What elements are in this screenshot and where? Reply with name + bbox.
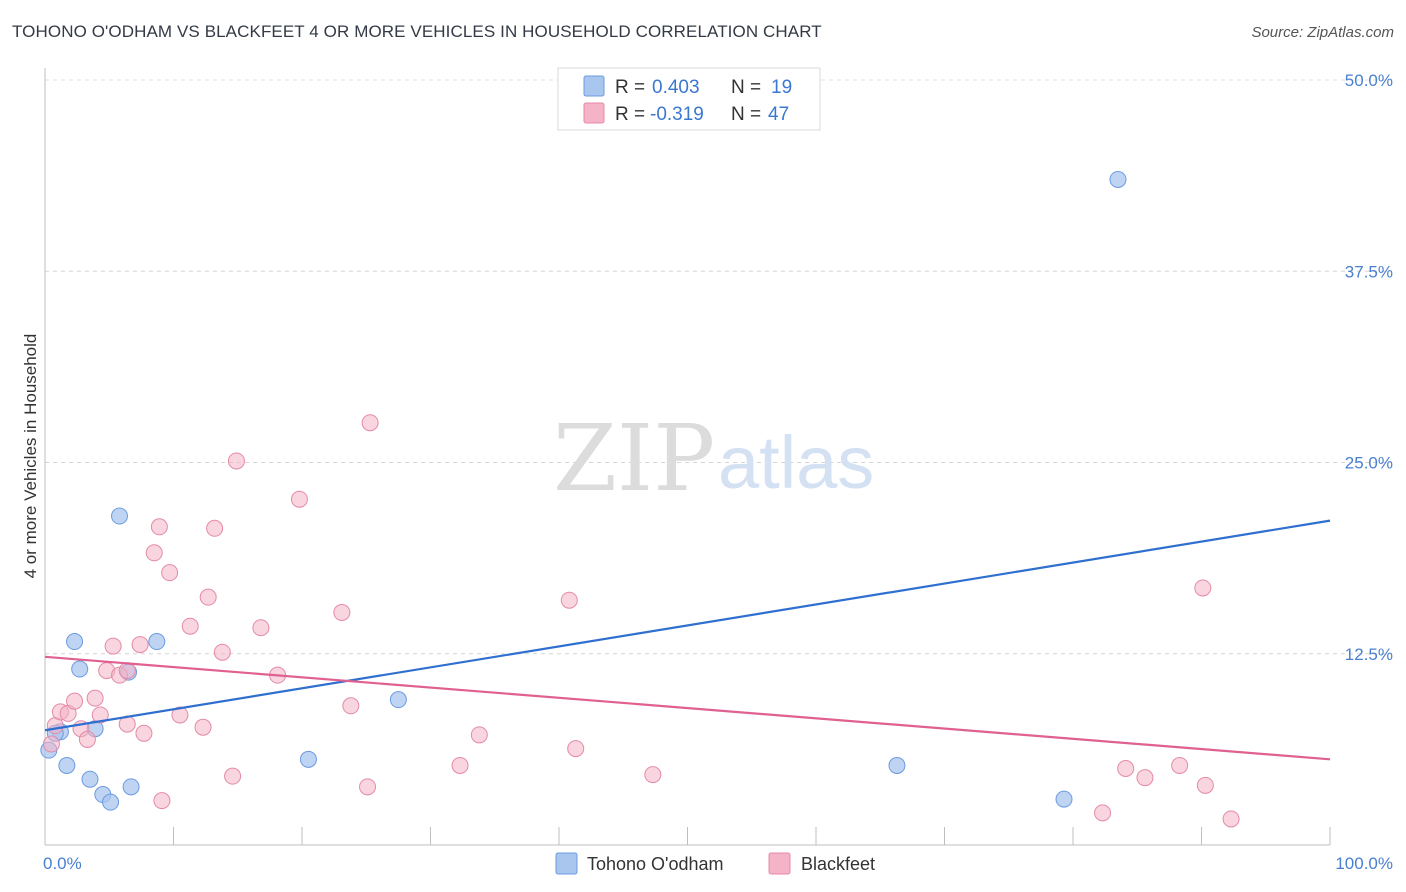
blackfeet-point bbox=[290, 490, 308, 508]
tohono-point bbox=[299, 750, 317, 768]
blackfeet-point bbox=[644, 766, 662, 784]
blackfeet-point bbox=[359, 778, 377, 796]
blackfeet-point bbox=[161, 564, 179, 582]
blackfeet-point bbox=[145, 544, 163, 562]
y-tick-label: 50.0% bbox=[1345, 71, 1393, 90]
blackfeet-point bbox=[206, 519, 224, 537]
blackfeet-trend-line bbox=[44, 655, 1331, 761]
tohono-point bbox=[66, 633, 84, 651]
correlation-legend: R = 0.403 N = 19 R = -0.319 N = 47 bbox=[557, 67, 821, 131]
blackfeet-point bbox=[181, 617, 199, 635]
blackfeet-point bbox=[560, 591, 578, 609]
blackfeet-point bbox=[1117, 760, 1135, 777]
blackfeet-point bbox=[135, 724, 153, 742]
y-tick-label: 37.5% bbox=[1345, 262, 1393, 281]
legend-n-label-blackfeet: N = bbox=[731, 104, 761, 125]
blackfeet-point bbox=[1196, 776, 1214, 794]
watermark-zip: ZIP bbox=[553, 405, 715, 512]
blackfeet-point bbox=[42, 735, 60, 753]
blackfeet-point bbox=[470, 726, 488, 744]
gridlines bbox=[45, 79, 1392, 655]
y-tick-labels: 12.5% 25.0% 37.5% 50.0% bbox=[1345, 71, 1393, 664]
blackfeet-point bbox=[333, 603, 351, 621]
blackfeet-point bbox=[342, 697, 360, 715]
legend-swatch-blackfeet bbox=[583, 102, 605, 124]
blackfeet-point bbox=[86, 689, 104, 707]
tohono-point bbox=[71, 660, 89, 678]
x-tick-label: 100.0% bbox=[1335, 854, 1393, 873]
blackfeet-point bbox=[78, 730, 96, 748]
blackfeet-point bbox=[153, 792, 171, 810]
blackfeet-point bbox=[361, 414, 379, 432]
tohono-point bbox=[111, 507, 129, 525]
legend-swatch-tohono bbox=[583, 75, 605, 97]
tohono-point bbox=[148, 633, 166, 651]
blackfeet-point bbox=[199, 588, 217, 606]
series-legend-label-tohono: Tohono O'odham bbox=[587, 854, 724, 874]
blackfeet-point bbox=[171, 706, 189, 724]
trend-lines bbox=[44, 519, 1331, 761]
source-note: Source: ZipAtlas.com bbox=[1251, 24, 1394, 41]
legend-r-label-tohono: R = bbox=[615, 77, 645, 98]
tohono-point bbox=[58, 756, 76, 774]
blackfeet-point bbox=[1222, 810, 1240, 828]
blackfeet-point bbox=[1171, 756, 1189, 774]
blackfeet-point bbox=[1136, 769, 1154, 787]
blackfeet-point bbox=[224, 767, 242, 785]
series-legend-swatch-blackfeet bbox=[768, 852, 791, 875]
blackfeet-point bbox=[91, 706, 109, 724]
legend-n-value-blackfeet: 47 bbox=[768, 104, 789, 125]
blackfeet-point bbox=[194, 718, 212, 736]
blackfeet-point bbox=[567, 740, 585, 758]
tohono-point bbox=[888, 756, 906, 774]
legend-r-value-blackfeet: -0.319 bbox=[650, 104, 704, 125]
blackfeet-point bbox=[213, 643, 231, 661]
x-tick-label: 0.0% bbox=[43, 854, 82, 873]
blackfeet-point bbox=[1194, 579, 1212, 597]
series-legend-swatch-tohono bbox=[555, 852, 578, 875]
tohono-point bbox=[102, 793, 120, 811]
watermark: ZIP atlas bbox=[553, 405, 874, 512]
x-tick-labels: 0.0% 100.0% bbox=[43, 854, 1393, 873]
series-legend-label-blackfeet: Blackfeet bbox=[801, 854, 875, 874]
tohono-trend-line bbox=[44, 519, 1331, 732]
legend-r-value-tohono: 0.403 bbox=[652, 77, 700, 98]
tohono-point bbox=[1055, 790, 1073, 808]
tohono-point bbox=[389, 691, 407, 709]
series-legend: Tohono O'odham Blackfeet bbox=[555, 852, 875, 875]
legend-r-label-blackfeet: R = bbox=[615, 104, 645, 125]
blackfeet-point bbox=[252, 619, 270, 637]
legend-n-label-tohono: N = bbox=[731, 77, 761, 98]
tohono-point bbox=[81, 770, 99, 788]
blackfeet-point bbox=[104, 637, 122, 655]
data-points bbox=[40, 170, 1240, 828]
blackfeet-point bbox=[227, 452, 245, 470]
blackfeet-point bbox=[451, 756, 469, 774]
axes bbox=[44, 68, 1331, 846]
legend-n-value-tohono: 19 bbox=[771, 77, 792, 98]
blackfeet-point bbox=[66, 692, 84, 710]
blackfeet-point bbox=[150, 518, 168, 536]
chart-title: TOHONO O'ODHAM VS BLACKFEET 4 OR MORE VE… bbox=[12, 22, 822, 41]
tohono-point bbox=[1109, 170, 1127, 188]
watermark-atlas: atlas bbox=[718, 421, 874, 504]
blackfeet-point bbox=[131, 636, 149, 654]
y-axis-label: 4 or more Vehicles in Household bbox=[21, 334, 40, 579]
y-tick-label: 25.0% bbox=[1345, 454, 1393, 473]
y-tick-label: 12.5% bbox=[1345, 645, 1393, 664]
blackfeet-point bbox=[118, 662, 136, 680]
blackfeet-point bbox=[1094, 804, 1112, 822]
tohono-point bbox=[122, 778, 140, 796]
